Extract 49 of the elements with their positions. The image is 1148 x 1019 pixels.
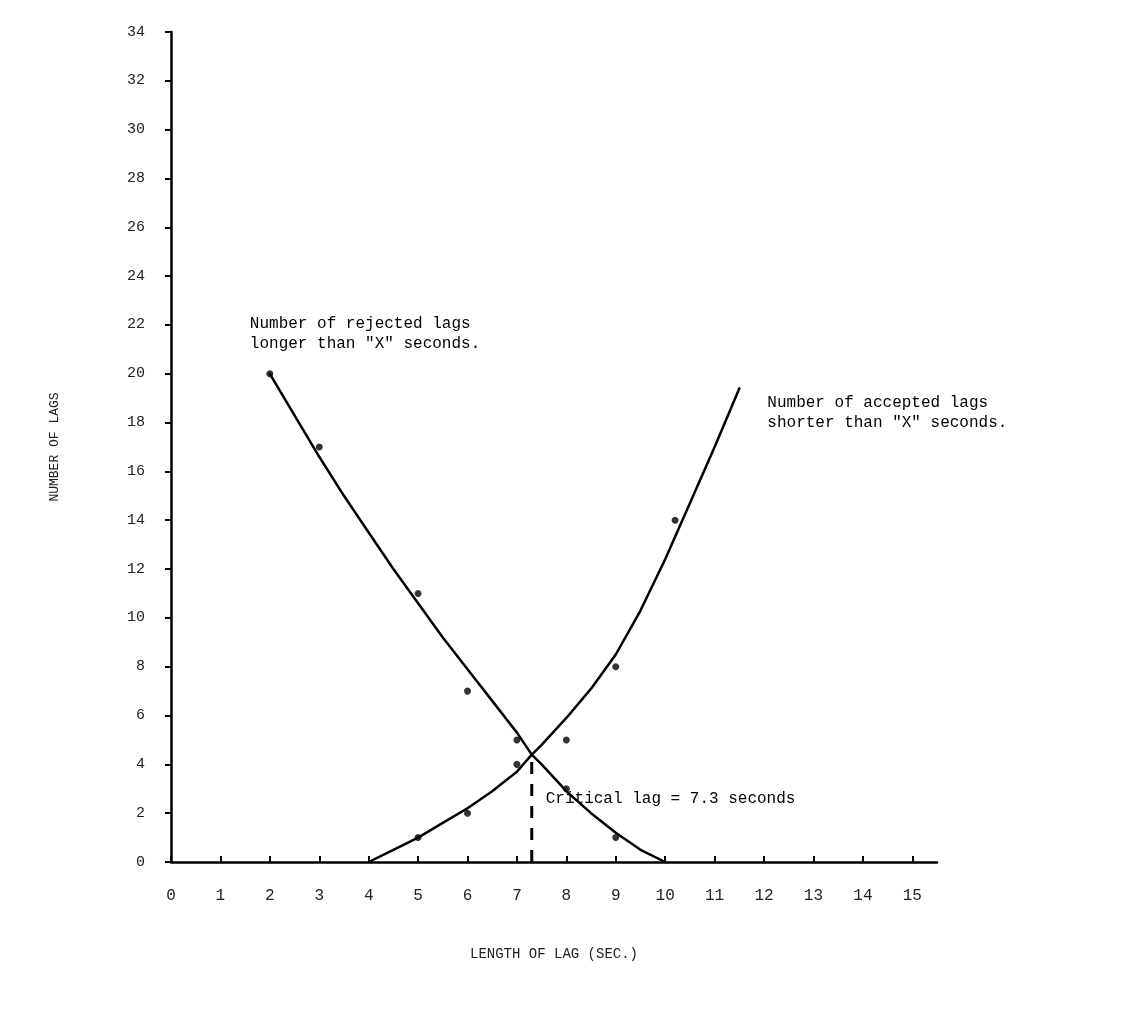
y-tick-label: 14 — [126, 511, 145, 529]
point — [513, 760, 521, 768]
x-tick-label: 2 — [265, 887, 275, 905]
y-tick-label: 12 — [126, 560, 145, 578]
series-label: Number of rejected lags longer than "X" seconds. — [249, 314, 481, 353]
x-tick-label: 13 — [803, 887, 824, 905]
x-tick-label: 11 — [705, 887, 725, 905]
y-axis-title: NUMBER OF LAGS — [47, 392, 62, 502]
x-tick-label: 1 — [215, 887, 226, 905]
x-tick-label: 3 — [314, 887, 325, 905]
point — [464, 809, 472, 817]
y-tick-label: 32 — [126, 72, 145, 90]
point — [414, 834, 422, 842]
y-tick-label: 10 — [126, 609, 145, 627]
point — [562, 736, 570, 744]
y-tick-label: 0 — [135, 853, 145, 871]
y-tick-label: 8 — [135, 658, 145, 676]
y-tick-label: 34 — [126, 23, 145, 41]
y-tick-label: 2 — [135, 804, 145, 822]
y-tick-label: 18 — [126, 414, 145, 432]
point — [612, 663, 620, 671]
x-tick-label: 8 — [561, 887, 572, 905]
series-label: Number of accepted lags shorter than "X" seconds. — [767, 394, 1008, 433]
y-tick-label: 28 — [126, 169, 145, 187]
y-tick-label: 30 — [126, 121, 145, 139]
x-tick-label: 10 — [655, 887, 675, 905]
y-tick-label: 16 — [126, 462, 145, 480]
y-tick-label: 6 — [135, 707, 145, 725]
point — [266, 370, 274, 378]
y-tick-label: 26 — [126, 218, 145, 236]
x-axis-title: LENGTH OF LAG (SEC.) — [469, 946, 639, 962]
point — [612, 834, 620, 842]
y-tick-label: 22 — [126, 316, 145, 334]
point — [464, 687, 472, 695]
x-tick-label: 12 — [754, 887, 774, 905]
y-tick-label: 24 — [126, 267, 145, 285]
x-tick-label: 7 — [512, 887, 522, 905]
x-tick-label: 0 — [166, 887, 176, 905]
x-tick-label: 9 — [610, 887, 621, 905]
y-tick-label: 4 — [135, 755, 145, 773]
x-tick-label: 15 — [902, 887, 922, 905]
x-tick-label: 4 — [363, 887, 374, 905]
x-tick-label: 5 — [413, 887, 423, 905]
point — [414, 589, 422, 597]
point — [315, 443, 323, 451]
x-tick-label: 6 — [462, 887, 473, 905]
x-tick-label: 14 — [853, 887, 873, 905]
y-tick-label: 20 — [126, 365, 145, 383]
point — [671, 516, 679, 524]
